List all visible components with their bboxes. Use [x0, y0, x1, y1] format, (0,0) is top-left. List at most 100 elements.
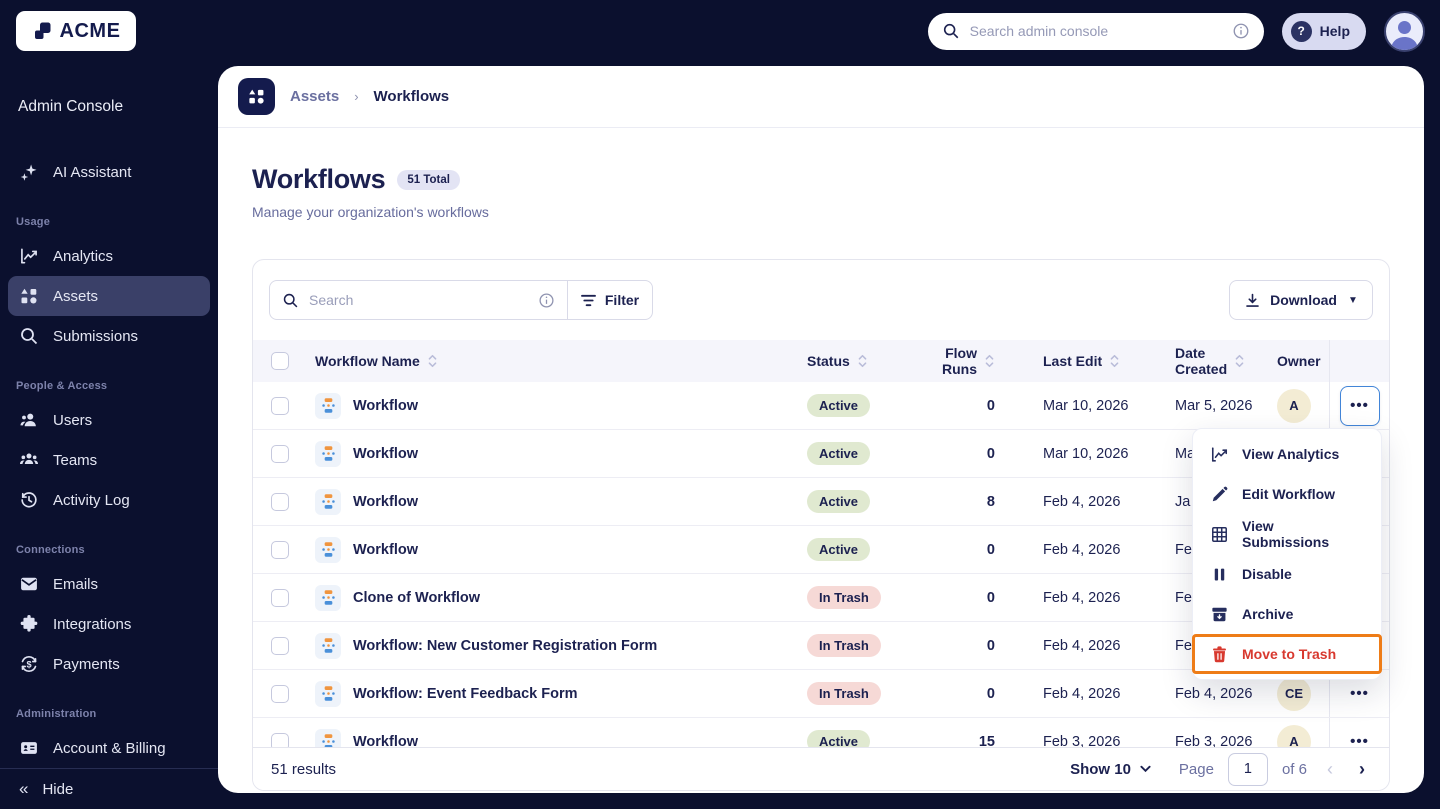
admin-search-input[interactable] [969, 23, 1222, 39]
menu-item-archive[interactable]: Archive [1193, 594, 1381, 634]
sidebar-item-payments[interactable]: $ Payments [8, 644, 210, 684]
owner-cell: A [1277, 388, 1329, 423]
caret-down-icon: ▼ [1347, 294, 1358, 306]
flow-runs-cell: 0 [986, 445, 995, 462]
menu-item-label: View Analytics [1242, 446, 1340, 462]
analytics-icon [1210, 445, 1229, 464]
status-badge: In Trash [807, 634, 881, 657]
sidebar-item-emails[interactable]: Emails [8, 564, 210, 604]
envelope-icon [19, 574, 39, 594]
flow-runs-cell: 15 [978, 733, 995, 750]
total-count-badge: 51 Total [397, 169, 460, 190]
acme-logo-text: ACME [59, 19, 121, 42]
menu-item-label: View Submissions [1242, 518, 1330, 550]
row-actions-button[interactable]: ••• [1350, 733, 1369, 750]
table-search[interactable] [270, 281, 567, 319]
user-avatar[interactable] [1384, 10, 1425, 52]
workflow-icon [315, 536, 341, 563]
workflow-name-link[interactable]: Workflow [353, 733, 418, 750]
workflow-name-link[interactable]: Workflow [353, 445, 418, 462]
row-checkbox[interactable] [271, 636, 289, 655]
sidebar-hide-button[interactable]: « Hide [0, 768, 218, 809]
workflow-name-cell: Workflow: Event Feedback Form [301, 680, 807, 707]
menu-item-view-submissions[interactable]: View Submissions [1193, 514, 1381, 554]
search-filter-group: Filter [269, 280, 653, 320]
search-icon [942, 22, 960, 40]
workflow-name-link[interactable]: Clone of Workflow [353, 589, 481, 606]
sidebar-item-assets[interactable]: Assets [8, 276, 210, 316]
column-header-last-edit[interactable]: Last Edit [1007, 353, 1147, 369]
sidebar-item-users[interactable]: Users [8, 400, 210, 440]
topbar: ACME ? Help [0, 0, 1440, 62]
workflow-icon [315, 632, 341, 659]
sidebar-item-ai-assistant[interactable]: AI Assistant [8, 152, 210, 192]
owner-avatar: A [1277, 388, 1311, 423]
filter-button[interactable]: Filter [568, 281, 652, 319]
sort-icon[interactable] [1109, 354, 1120, 368]
column-header-workflow-name[interactable]: Workflow Name [301, 353, 807, 369]
sidebar-item-account-billing[interactable]: Account & Billing [8, 728, 210, 768]
column-header-label: Date Created [1175, 344, 1228, 377]
assets-icon [238, 78, 275, 115]
menu-item-label: Archive [1242, 606, 1294, 622]
sidebar-item-integrations[interactable]: Integrations [8, 604, 210, 644]
page-size-select[interactable]: Show 10 [1070, 761, 1151, 778]
row-checkbox[interactable] [271, 444, 289, 463]
select-all-checkbox[interactable] [271, 352, 289, 370]
workflow-name-cell: Workflow: New Customer Registration Form [301, 632, 807, 659]
workflow-name-cell: Workflow [301, 536, 807, 563]
download-button[interactable]: Download ▼ [1229, 280, 1373, 320]
menu-item-disable[interactable]: Disable [1193, 554, 1381, 594]
help-button[interactable]: ? Help [1281, 12, 1366, 50]
page-label: Page [1178, 760, 1214, 778]
sidebar-item-submissions[interactable]: Submissions [8, 316, 210, 356]
sort-icon[interactable] [984, 354, 995, 368]
row-checkbox[interactable] [271, 540, 289, 559]
menu-item-move-to-trash[interactable]: Move to Trash [1192, 634, 1382, 674]
admin-search-bar[interactable] [927, 12, 1264, 50]
sidebar-item-label: Assets [53, 287, 99, 305]
sidebar-item-analytics[interactable]: Analytics [8, 236, 210, 276]
page-number-input[interactable] [1227, 752, 1268, 786]
workflow-name-link[interactable]: Workflow [353, 493, 418, 510]
breadcrumb-assets-link[interactable]: Assets [290, 88, 340, 105]
sidebar-section-label: People & Access [16, 380, 108, 392]
row-actions-button[interactable]: ••• [1350, 685, 1369, 702]
row-checkbox[interactable] [271, 588, 289, 607]
column-header-date-created[interactable]: Date Created [1147, 345, 1277, 377]
next-page-button[interactable]: › [1353, 759, 1371, 780]
collapse-icon: « [19, 779, 29, 798]
workflow-name-link[interactable]: Workflow [353, 397, 418, 414]
column-header-status[interactable]: Status [807, 353, 927, 369]
table-row: Workflow: Event Feedback Form In Trash 0 Fe… [253, 670, 1389, 718]
sort-icon[interactable] [427, 354, 438, 368]
workflow-name-link[interactable]: Workflow: New Customer Registration Form [353, 637, 658, 654]
row-checkbox-cell [253, 684, 301, 703]
acme-logo[interactable]: ACME [16, 11, 136, 51]
row-checkbox[interactable] [271, 492, 289, 511]
row-actions-button[interactable]: ••• [1339, 385, 1380, 426]
table-search-input[interactable] [309, 292, 528, 308]
actions-cell: ••• [1329, 382, 1389, 429]
sidebar-item-activity-log[interactable]: Activity Log [8, 480, 210, 520]
sort-icon[interactable] [1234, 354, 1245, 368]
sidebar-item-teams[interactable]: Teams [8, 440, 210, 480]
row-checkbox[interactable] [271, 684, 289, 703]
sort-icon[interactable] [857, 354, 868, 368]
page-header: Workflows 51 Total Manage your organizat… [218, 128, 1424, 220]
workflow-name-link[interactable]: Workflow [353, 541, 418, 558]
column-header-flow-runs[interactable]: Flow Runs [927, 345, 1007, 377]
flow-runs-cell: 8 [986, 493, 995, 510]
info-icon [538, 292, 555, 309]
status-badge: Active [807, 442, 871, 465]
last-edit-cell: Mar 10, 2026 [1043, 445, 1129, 462]
menu-item-view-analytics[interactable]: View Analytics [1193, 434, 1381, 474]
row-checkbox[interactable] [271, 396, 289, 415]
select-all-cell [253, 352, 301, 370]
workflow-name-link[interactable]: Workflow: Event Feedback Form [353, 685, 578, 702]
menu-item-edit-workflow[interactable]: Edit Workflow [1193, 474, 1381, 514]
sidebar-item-label: Analytics [53, 247, 114, 265]
previous-page-button[interactable]: ‹ [1321, 759, 1339, 780]
row-checkbox-cell [253, 540, 301, 559]
